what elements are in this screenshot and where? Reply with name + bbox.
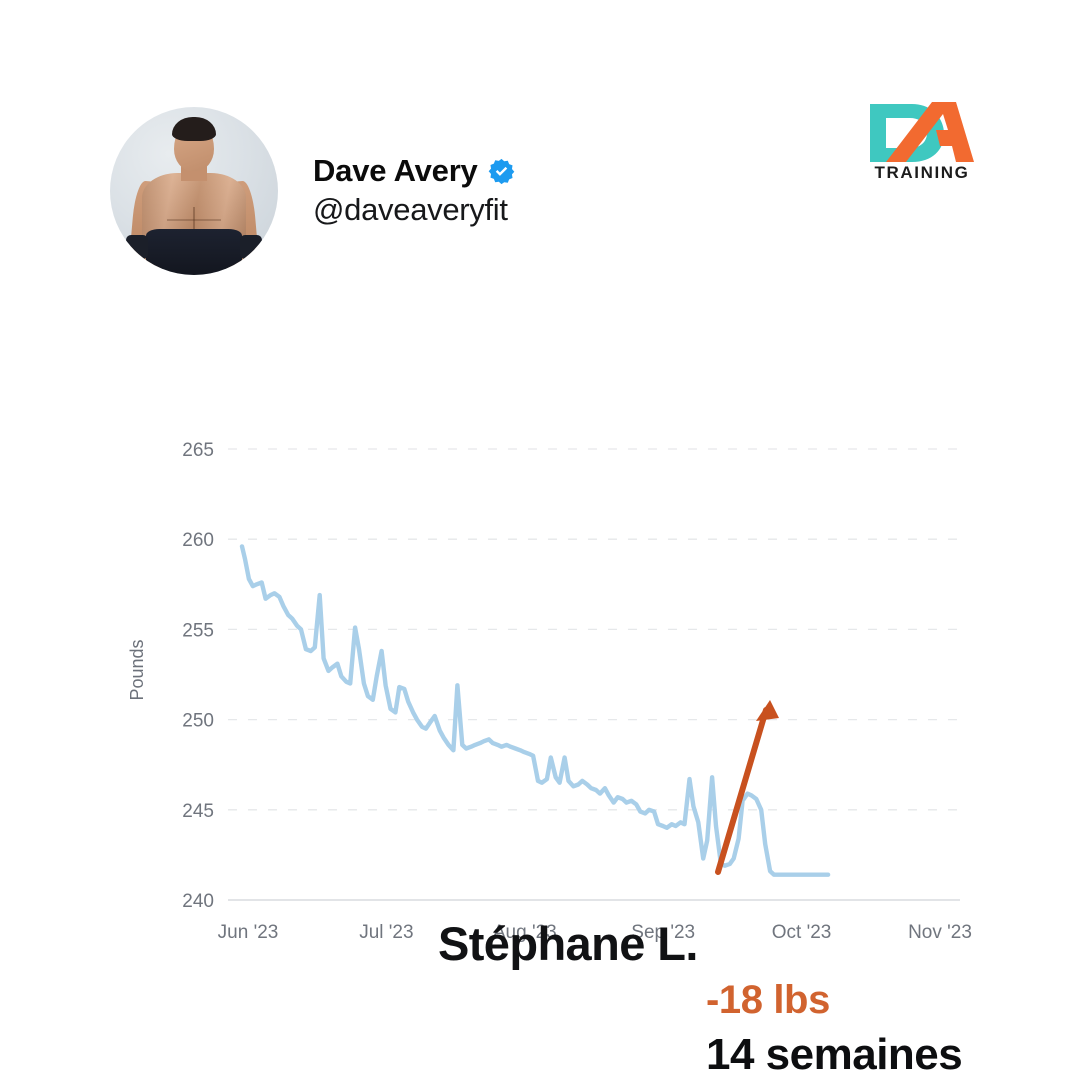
y-axis-tick-label: 250 [182, 711, 214, 732]
avatar-hair [172, 117, 216, 141]
brand-logo[interactable]: TRAINING [866, 100, 978, 184]
brand-wordmark: TRAINING [875, 163, 970, 182]
dumbbell-right-icon [240, 235, 262, 259]
avatar-shorts [146, 229, 242, 275]
chart-y-axis-ticks: 240 245 250 255 260 265 [182, 440, 214, 912]
y-axis-tick-label: 255 [182, 620, 214, 641]
x-axis-tick-label: Aug '23 [493, 922, 557, 943]
chart-gridlines [228, 448, 960, 901]
weight-loss-annotation: -18 lbs [706, 978, 830, 1022]
profile-name-block: Dave Avery @daveaveryfit [313, 153, 515, 228]
weight-chart: 240 245 250 255 260 265 Jun '23 Jul '23 Aug '23… [0, 400, 1080, 1079]
y-axis-tick-label: 265 [182, 440, 214, 461]
profile-display-name: Dave Avery [313, 153, 478, 188]
header: Dave Avery @daveaveryfit TRAINING [0, 0, 1080, 300]
x-axis-tick-label: Oct '23 [772, 922, 832, 943]
chart-x-axis-ticks: Jun '23 Jul '23 Aug '23 Sep '23 Oct '23 Nov '… [218, 922, 972, 943]
y-axis-tick-label: 240 [182, 891, 214, 912]
x-axis-tick-label: Nov '23 [908, 922, 972, 943]
x-axis-tick-label: Sep '23 [631, 922, 695, 943]
x-axis-tick-label: Jul '23 [359, 922, 413, 943]
y-axis-tick-label: 260 [182, 530, 214, 551]
weight-series-line [239, 544, 831, 877]
dumbbell-left-icon [126, 235, 148, 259]
y-axis-tick-label: 245 [182, 801, 214, 822]
profile-name-line: Dave Avery [313, 153, 515, 188]
profile-handle: @daveaveryfit [313, 191, 508, 227]
verified-badge-icon [488, 158, 515, 185]
x-axis-tick-label: Jun '23 [218, 922, 279, 943]
avatar-photo [110, 107, 278, 275]
avatar[interactable] [110, 107, 278, 275]
progress-arrow [715, 700, 779, 875]
chart-y-axis-title: Pounds [127, 639, 147, 700]
client-name-annotation: Stéphane L. [438, 917, 698, 970]
duration-annotation: 14 semaines [706, 1030, 963, 1079]
